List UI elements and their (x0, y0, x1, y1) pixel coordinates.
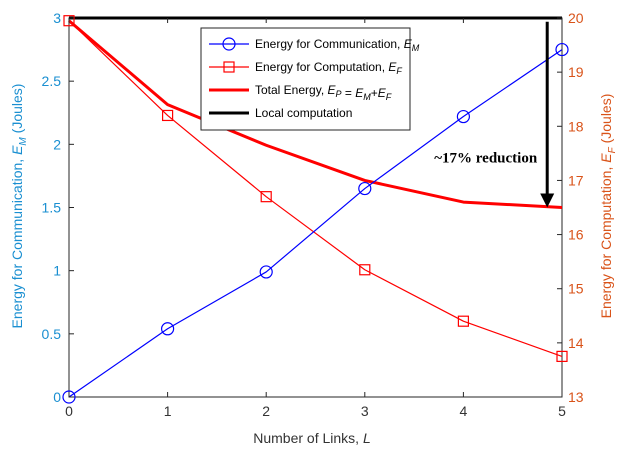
comm-point (555, 42, 569, 57)
x-tick-label: 3 (361, 403, 369, 419)
series-line-0 (68, 49, 563, 398)
right-y-tick-label: 16 (568, 227, 584, 243)
legend-marker-circle (222, 37, 236, 51)
comm-point (62, 390, 76, 404)
reduction-arrow-head (540, 193, 555, 208)
left-y-tick-label: 0 (53, 389, 61, 405)
right-axis-title: Energy for Computation, EF (Joules) (598, 94, 618, 319)
legend-label-0: Energy for Communication, EM (255, 37, 420, 53)
left-y-tick-label: 2 (53, 136, 61, 152)
ticks-layer: 0 1 2 3 4 5 0 0.5 1 1.5 2 2.5 3 13 14 15 16 17 18 19 20 (42, 10, 584, 419)
comp-point (556, 350, 568, 362)
left-y-tick-label: 2.5 (42, 73, 62, 89)
comm-point (259, 265, 273, 279)
right-y-tick-label: 13 (568, 389, 584, 405)
left-y-tick-label: 0.5 (42, 326, 62, 342)
x-tick-label: 2 (262, 403, 270, 419)
legend-label-3: Local computation (255, 106, 352, 120)
left-y-tick-label: 3 (53, 10, 61, 26)
x-axis-title: Number of Links, L (253, 430, 371, 446)
annotation-layer: ~17% reduction (434, 21, 555, 208)
left-axis-title: Energy for Communication, EM (Joules) (9, 84, 29, 329)
comp-point (63, 15, 75, 27)
right-y-tick-label: 15 (568, 281, 584, 297)
x-tick-label: 0 (65, 403, 73, 419)
legend-marker-square (223, 61, 235, 73)
right-y-tick-label: 19 (568, 64, 584, 80)
x-tick-label: 5 (558, 403, 566, 419)
comp-point (359, 264, 371, 276)
x-tick-label: 1 (164, 403, 172, 419)
right-y-tick-label: 18 (568, 118, 584, 134)
right-y-tick-label: 17 (568, 172, 584, 188)
series-line-2 (68, 19, 563, 209)
left-y-tick-label: 1 (53, 263, 61, 279)
right-y-tick-label: 14 (568, 335, 584, 351)
comp-point (457, 315, 469, 327)
reduction-annotation: ~17% reduction (434, 150, 538, 166)
left-y-tick-label: 1.5 (42, 200, 62, 216)
series-layer (62, 15, 569, 404)
legend-label-2: Total Energy, EP = EM+EF (255, 83, 392, 102)
legend-label-1: Energy for Computation, EF (255, 60, 402, 76)
right-y-tick-label: 20 (568, 10, 584, 26)
series-line-1 (68, 20, 563, 357)
comm-point (358, 181, 372, 196)
comp-point (260, 191, 272, 203)
comm-point (456, 109, 470, 124)
comp-point (162, 109, 174, 122)
comm-point (161, 322, 175, 336)
legend: Energy for Communication, EM Energy for C… (200, 27, 420, 131)
x-tick-label: 4 (460, 403, 468, 419)
